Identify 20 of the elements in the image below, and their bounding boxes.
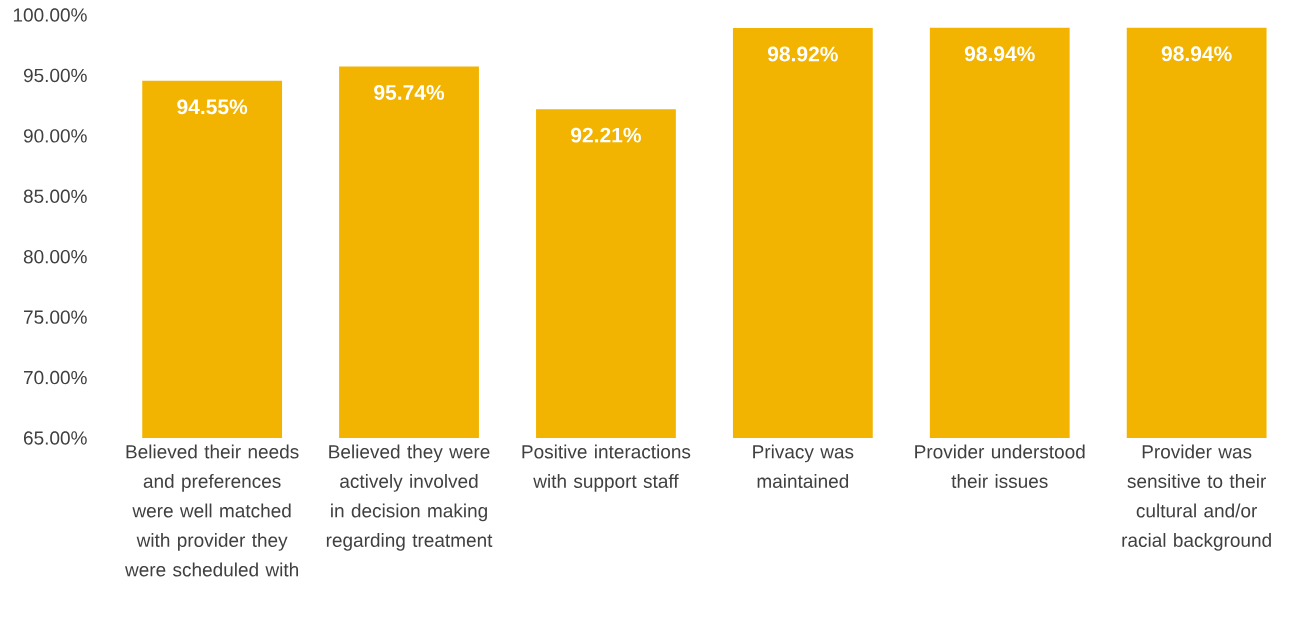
data-label: 98.92% — [767, 46, 838, 62]
y-tick-label: 80.00% — [23, 249, 87, 264]
data-label: 92.21% — [571, 127, 641, 143]
data-label: 95.74% — [374, 85, 445, 100]
data-label: 98.94% — [1161, 46, 1232, 62]
y-tick-label: 90.00% — [23, 129, 87, 143]
y-tick-label: 85.00% — [23, 189, 87, 204]
x-tick-label: Provider was sensitive to their cultural and/or racial background — [1122, 444, 1271, 551]
x-tick-label: Positive interactions with support staff — [522, 444, 691, 492]
y-tick-label: 65.00% — [23, 431, 87, 445]
x-tick-label: Believed their needs and preferences were well matched with provider they were scheduled with — [124, 444, 299, 577]
y-tick-label: 75.00% — [24, 310, 87, 324]
y-tick-label: 70.00% — [24, 370, 87, 385]
data-label: 98.94% — [964, 46, 1035, 62]
x-tick-label: Believed they were actively involved in decision making regarding treatment — [326, 444, 493, 551]
x-tick-label: Provider understood their issues — [915, 444, 1085, 488]
y-tick-label: 100.00% — [13, 8, 87, 22]
data-label: 94.55% — [177, 99, 248, 115]
y-tick-label: 95.00% — [23, 68, 87, 83]
x-tick-label: Privacy was maintained — [753, 444, 854, 488]
